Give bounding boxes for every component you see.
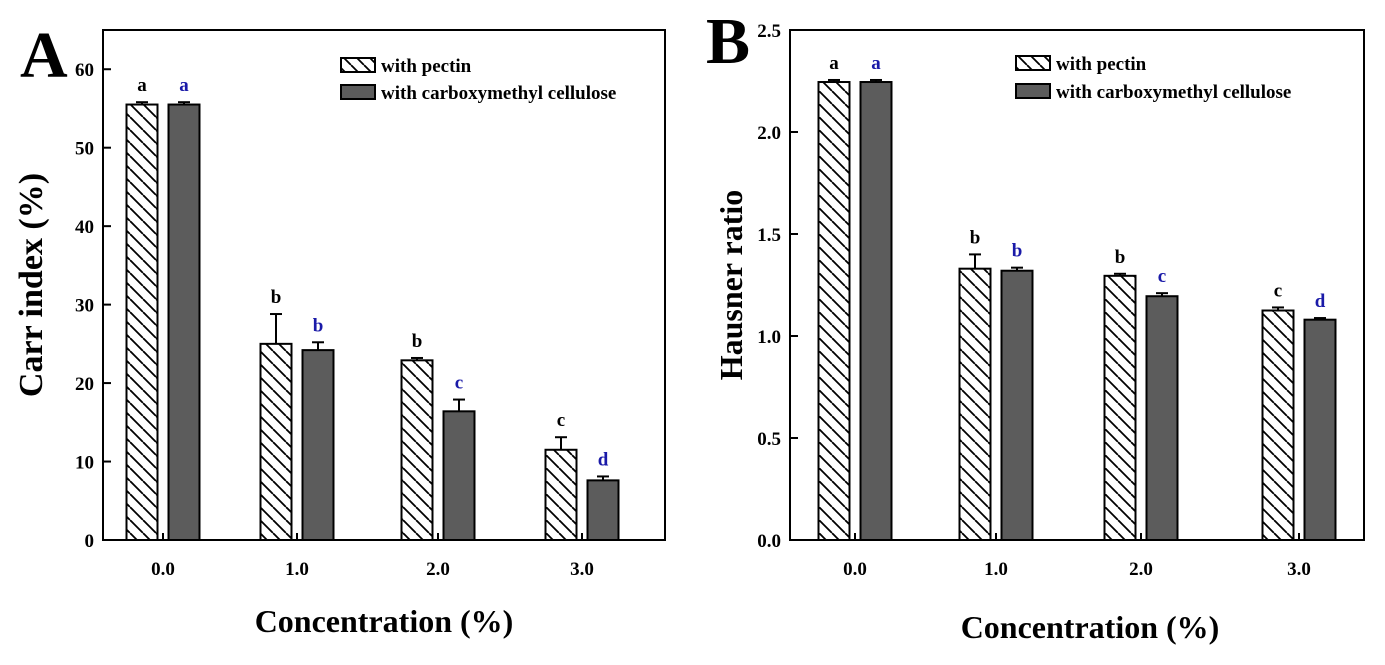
y-tick-label: 60 xyxy=(75,60,94,81)
significance-letter: d xyxy=(1315,291,1326,312)
bar-pectin-1.0 xyxy=(259,342,293,541)
significance-letter: a xyxy=(179,75,189,96)
x-tick-label: 1.0 xyxy=(984,559,1008,580)
bar-cmc-2.0 xyxy=(1145,295,1179,541)
x-tick-label: 3.0 xyxy=(570,559,594,580)
significance-letter: b xyxy=(1012,241,1023,262)
legend-label-cmc: with carboxymethyl cellulose xyxy=(1056,82,1291,103)
bar-cmc-1.0 xyxy=(1000,269,1034,541)
legend: with pectin with carboxymethyl cellulose xyxy=(1015,54,1291,103)
y-tick-label: 1.0 xyxy=(757,327,781,348)
x-tick-label: 0.0 xyxy=(843,559,867,580)
x-tick-label: 0.0 xyxy=(151,559,175,580)
significance-letter: a xyxy=(871,53,881,74)
x-tick-label: 2.0 xyxy=(426,559,450,580)
significance-letter: c xyxy=(1274,280,1282,301)
y-axis-title: Carr index (%) xyxy=(13,173,50,397)
significance-letter: c xyxy=(1158,266,1166,287)
y-tick-label: 2.5 xyxy=(757,21,781,42)
bar-pectin-1.0 xyxy=(958,267,992,541)
legend-swatch-cmc xyxy=(340,84,376,100)
legend: with pectin with carboxymethyl cellulose xyxy=(340,56,616,104)
significance-letter: d xyxy=(598,449,609,470)
significance-letter: b xyxy=(271,287,282,308)
bar-cmc-1.0 xyxy=(301,349,335,541)
y-tick-label: 40 xyxy=(75,217,94,238)
bar-cmc-0.0 xyxy=(859,81,893,542)
plot-frame xyxy=(789,29,1365,541)
bar-pectin-3.0 xyxy=(1261,309,1295,541)
bar-cmc-0.0 xyxy=(167,103,201,542)
significance-letter: c xyxy=(455,373,463,394)
bar-cmc-2.0 xyxy=(442,410,476,542)
y-tick-label: 1.5 xyxy=(757,225,781,246)
significance-letter: b xyxy=(1115,247,1126,268)
plot-frame xyxy=(102,29,666,541)
panel-label: B xyxy=(706,5,750,78)
significance-letter: b xyxy=(313,315,324,336)
bar-pectin-0.0 xyxy=(125,103,159,542)
legend-swatch-cmc xyxy=(1015,83,1051,99)
panel-label: A xyxy=(20,19,68,92)
bar-pectin-2.0 xyxy=(400,359,434,542)
x-axis-title: Concentration (%) xyxy=(961,609,1220,645)
legend-swatch-pectin xyxy=(1015,55,1051,71)
y-tick-label: 10 xyxy=(75,453,94,474)
y-tick-label: 0.0 xyxy=(757,531,781,552)
legend-swatch-pectin xyxy=(340,57,376,73)
x-tick-label: 2.0 xyxy=(1129,559,1153,580)
x-tick-label: 1.0 xyxy=(285,559,309,580)
y-tick-label: 0 xyxy=(85,531,95,552)
bar-pectin-3.0 xyxy=(544,448,578,541)
y-tick-label: 50 xyxy=(75,139,94,160)
significance-letter: a xyxy=(829,53,839,74)
y-tick-label: 0.5 xyxy=(757,429,781,450)
bar-pectin-2.0 xyxy=(1103,274,1137,541)
x-axis-title: Concentration (%) xyxy=(255,603,514,639)
x-tick-label: 3.0 xyxy=(1287,559,1311,580)
bar-cmc-3.0 xyxy=(586,479,620,541)
y-axis-title: Hausner ratio xyxy=(713,190,749,381)
significance-letter: b xyxy=(970,227,981,248)
bar-pectin-0.0 xyxy=(817,81,851,542)
y-tick-label: 20 xyxy=(75,374,94,395)
legend-label-pectin: with pectin xyxy=(381,56,472,77)
bar-cmc-3.0 xyxy=(1303,318,1337,541)
y-tick-label: 2.0 xyxy=(757,123,781,144)
legend-label-pectin: with pectin xyxy=(1056,54,1147,75)
significance-letter: b xyxy=(412,331,423,352)
legend-label-cmc: with carboxymethyl cellulose xyxy=(381,83,616,104)
significance-letter: a xyxy=(137,75,147,96)
significance-letter: c xyxy=(557,410,565,431)
y-tick-label: 30 xyxy=(75,296,94,317)
